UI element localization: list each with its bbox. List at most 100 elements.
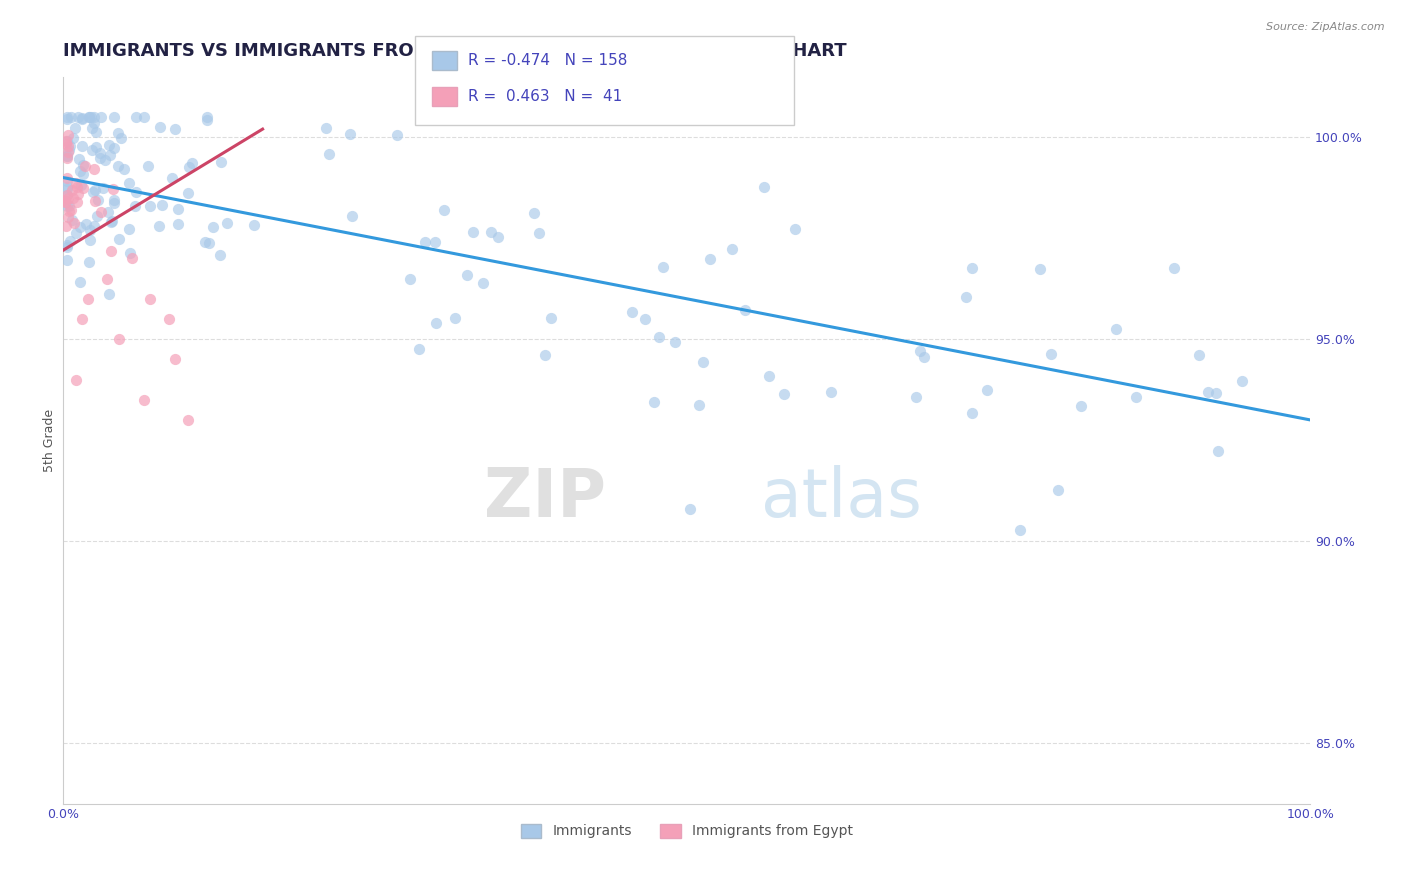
- Point: [194, 235, 217, 249]
- Point: [1105, 322, 1128, 336]
- Point: [77, 110, 100, 124]
- Point: [58, 199, 80, 213]
- Point: [56, 238, 79, 252]
- Point: [55, 194, 77, 209]
- Point: [56, 145, 79, 159]
- Point: [77, 110, 100, 124]
- Point: [55, 136, 77, 151]
- Text: R = -0.474   N = 158: R = -0.474 N = 158: [468, 54, 627, 68]
- Point: [162, 171, 184, 186]
- Point: [69, 220, 91, 235]
- Point: [70, 178, 93, 192]
- Point: [340, 209, 363, 223]
- Point: [79, 223, 101, 237]
- Point: [148, 219, 170, 233]
- Point: [56, 149, 79, 163]
- Point: [62, 191, 84, 205]
- Point: [481, 110, 503, 124]
- Point: [444, 310, 467, 325]
- Point: [908, 343, 931, 358]
- Point: [83, 194, 105, 209]
- Point: [60, 213, 83, 227]
- Point: [100, 215, 122, 229]
- Point: [56, 138, 79, 153]
- Text: atlas: atlas: [762, 466, 922, 532]
- Point: [785, 221, 807, 235]
- Point: [56, 128, 79, 142]
- Point: [60, 203, 83, 218]
- Point: [758, 368, 780, 383]
- Point: [456, 268, 478, 282]
- Point: [527, 227, 550, 241]
- Point: [83, 219, 105, 234]
- Point: [620, 304, 643, 318]
- Point: [955, 290, 977, 304]
- Point: [1039, 347, 1062, 361]
- Point: [98, 147, 121, 161]
- Point: [1163, 260, 1185, 275]
- Point: [84, 140, 107, 154]
- Point: [79, 233, 101, 247]
- Point: [100, 244, 122, 258]
- Point: [167, 202, 190, 217]
- Point: [77, 292, 100, 306]
- Point: [89, 146, 111, 161]
- Point: [59, 234, 82, 248]
- Point: [55, 134, 77, 148]
- Point: [125, 185, 148, 199]
- Text: IMMIGRANTS VS IMMIGRANTS FROM EGYPT 5TH GRADE CORRELATION CHART: IMMIGRANTS VS IMMIGRANTS FROM EGYPT 5TH …: [63, 42, 846, 60]
- Point: [89, 151, 111, 165]
- Point: [165, 121, 187, 136]
- Point: [315, 120, 337, 135]
- Point: [90, 205, 112, 219]
- Point: [914, 351, 936, 365]
- Point: [318, 146, 340, 161]
- Point: [121, 252, 143, 266]
- Point: [124, 199, 146, 213]
- Point: [118, 176, 141, 190]
- Point: [1197, 385, 1219, 400]
- Point: [60, 110, 83, 124]
- Point: [56, 149, 79, 163]
- Point: [112, 162, 135, 177]
- Point: [103, 110, 125, 124]
- Point: [471, 276, 494, 290]
- Point: [139, 199, 162, 213]
- Point: [1070, 399, 1092, 413]
- Point: [67, 110, 90, 124]
- Point: [73, 159, 96, 173]
- Point: [69, 163, 91, 178]
- Point: [66, 195, 89, 210]
- Point: [87, 194, 110, 208]
- Point: [540, 310, 562, 325]
- Point: [433, 202, 456, 217]
- Point: [1029, 262, 1052, 277]
- Point: [773, 387, 796, 401]
- Point: [82, 143, 104, 157]
- Point: [150, 198, 173, 212]
- Point: [56, 151, 79, 165]
- Point: [60, 183, 83, 197]
- Point: [413, 235, 436, 249]
- Point: [98, 287, 121, 301]
- Point: [58, 204, 80, 219]
- Point: [97, 205, 120, 219]
- Point: [643, 395, 665, 409]
- Point: [56, 199, 79, 213]
- Point: [177, 186, 200, 201]
- Point: [72, 139, 94, 153]
- Point: [688, 397, 710, 411]
- Point: [55, 188, 77, 202]
- Point: [976, 383, 998, 397]
- Text: Source: ZipAtlas.com: Source: ZipAtlas.com: [1267, 22, 1385, 32]
- Point: [83, 161, 105, 176]
- Point: [56, 134, 79, 148]
- Point: [385, 128, 408, 143]
- Point: [692, 355, 714, 369]
- Text: ZIP: ZIP: [484, 466, 606, 532]
- Point: [134, 110, 156, 124]
- Point: [63, 216, 86, 230]
- Point: [1010, 523, 1032, 537]
- Point: [110, 131, 132, 145]
- Point: [58, 143, 80, 157]
